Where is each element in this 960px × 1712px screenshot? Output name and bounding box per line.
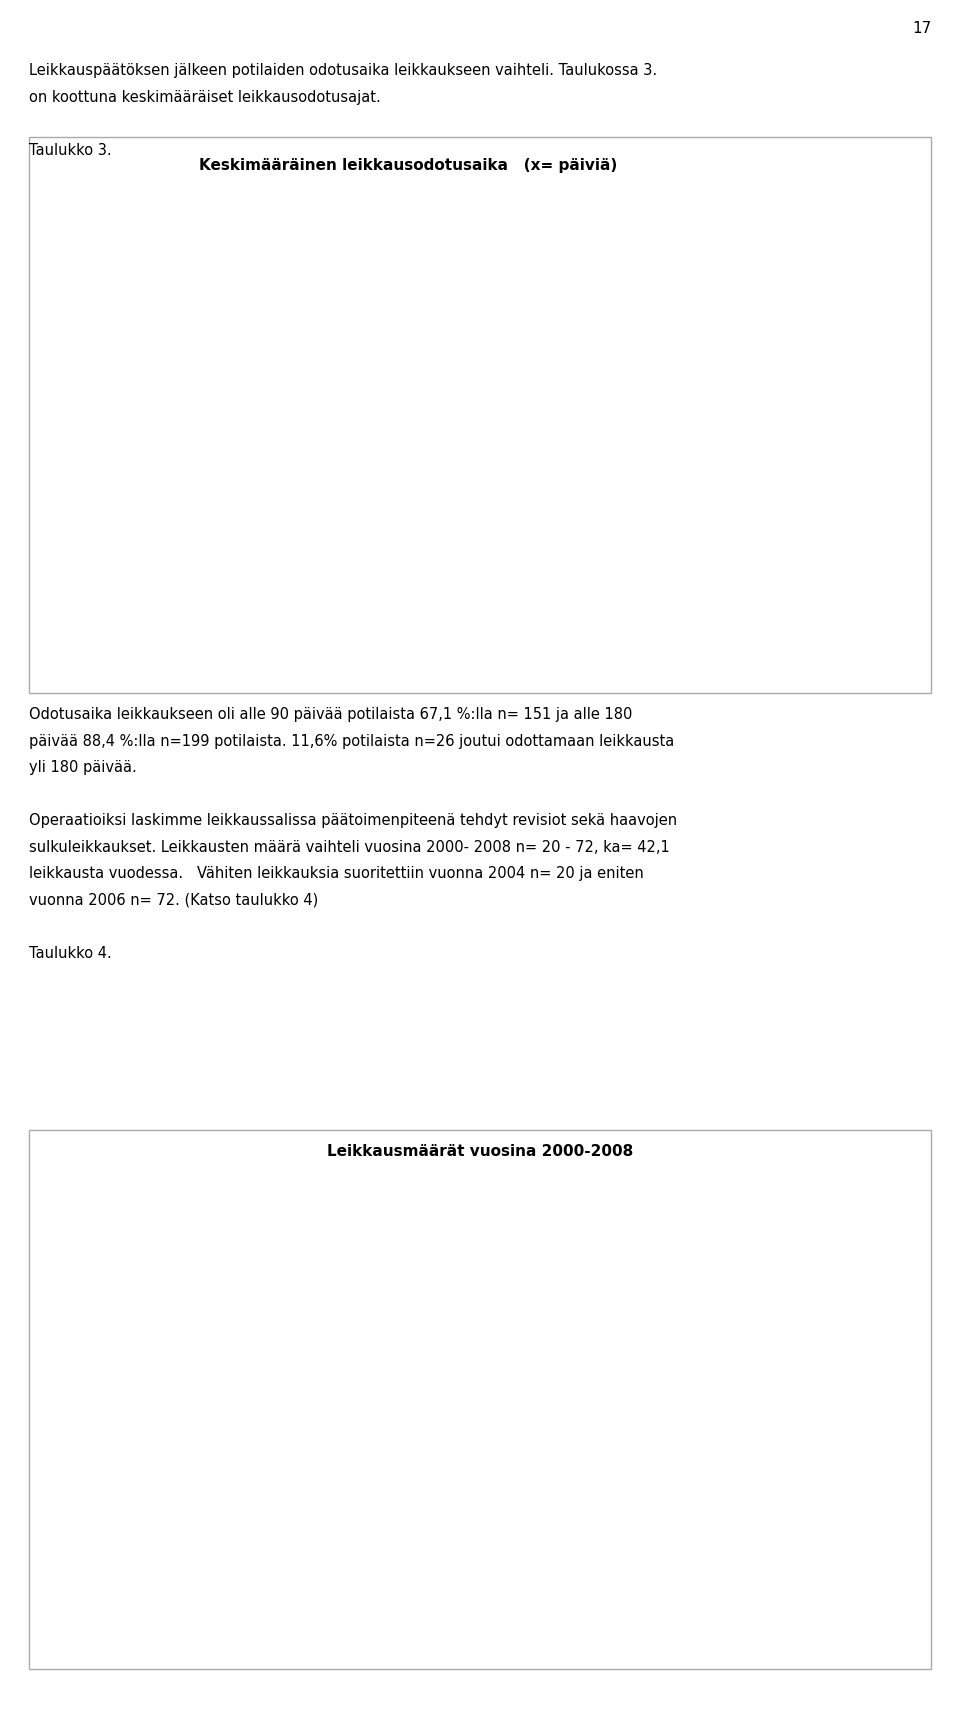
Y-axis label: Potilaiden
lukumäärä: Potilaiden lukumäärä — [108, 389, 136, 459]
Text: Leikkauspäätöksen jälkeen potilaiden odotusaika leikkaukseen vaihteli. Taulukoss: Leikkauspäätöksen jälkeen potilaiden odo… — [29, 63, 657, 79]
Text: yli 180 päivää.: yli 180 päivää. — [29, 760, 136, 776]
Text: 8: 8 — [634, 589, 640, 599]
Legend: v. 2008 tiedot tammi- ja helmikuulta: v. 2008 tiedot tammi- ja helmikuulta — [371, 1625, 647, 1650]
Text: Leikkausmäärät vuosina 2000-2008: Leikkausmäärät vuosina 2000-2008 — [326, 1144, 634, 1159]
Text: Taulukko 4.: Taulukko 4. — [29, 945, 111, 960]
Text: 53: 53 — [258, 269, 273, 279]
Bar — [181, 281, 225, 659]
Text: 35: 35 — [142, 1412, 157, 1426]
Text: vuonna 2006 n= 72. (Katso taulukko 4): vuonna 2006 n= 72. (Katso taulukko 4) — [29, 892, 318, 907]
Text: 45: 45 — [412, 1364, 426, 1376]
Text: 57: 57 — [771, 1305, 785, 1318]
Text: 17: 17 — [912, 21, 931, 36]
Text: Taulukko 3.: Taulukko 3. — [29, 142, 111, 158]
Text: 13: 13 — [568, 553, 582, 563]
Text: 72: 72 — [681, 1231, 696, 1245]
Text: leikkausta vuodessa.   Vähiten leikkauksia suoritettiin vuonna 2004 n= 20 ja eni: leikkausta vuodessa. Vähiten leikkauksia… — [29, 866, 643, 882]
Bar — [571, 1409, 626, 1601]
Bar — [482, 1503, 536, 1601]
Bar — [751, 1322, 804, 1601]
Bar — [661, 1248, 715, 1601]
Bar — [305, 339, 348, 659]
Bar — [368, 459, 411, 659]
Bar — [429, 553, 473, 659]
Bar — [678, 623, 721, 659]
Bar — [492, 623, 535, 659]
Text: sulkuleikkaukset. Leikkausten määrä vaihteli vuosina 2000- 2008 n= 20 - 72, ka= : sulkuleikkaukset. Leikkausten määrä vaih… — [29, 839, 669, 854]
Text: päivää 88,4 %:lla n=199 potilaista. 11,6% potilaista n=26 joutui odottamaan leik: päivää 88,4 %:lla n=199 potilaista. 11,6… — [29, 733, 674, 748]
Bar — [123, 1430, 177, 1601]
Text: 5: 5 — [510, 611, 516, 621]
Bar — [392, 1380, 446, 1601]
Text: 45: 45 — [320, 325, 334, 336]
Bar — [244, 281, 287, 659]
Bar — [302, 1435, 356, 1601]
Text: 15: 15 — [444, 539, 458, 550]
Text: 34: 34 — [322, 1418, 337, 1431]
Bar — [213, 1424, 267, 1601]
Text: 28: 28 — [382, 447, 396, 457]
Text: Keskimääräinen leikkausodotusaika   (x= päiviä): Keskimääräinen leikkausodotusaika (x= pä… — [199, 158, 617, 173]
Text: on koottuna keskimääräiset leikkausodotusajat.: on koottuna keskimääräiset leikkausodotu… — [29, 89, 380, 104]
Text: 53: 53 — [196, 269, 210, 279]
Text: Operaatioiksi laskimme leikkaussalissa päätoimenpiteenä tehdyt revisiot sekä haa: Operaatioiksi laskimme leikkaussalissa p… — [29, 813, 677, 829]
Bar — [841, 1551, 895, 1601]
Text: 39: 39 — [591, 1394, 606, 1407]
Text: 36: 36 — [232, 1409, 247, 1421]
Bar — [615, 603, 659, 659]
Text: 5: 5 — [696, 611, 703, 621]
Text: 20: 20 — [501, 1486, 516, 1500]
Bar — [554, 567, 597, 659]
Text: Odotusaika leikkaukseen oli alle 90 päivää potilaista 67,1 %:lla n= 151 ja alle : Odotusaika leikkaukseen oli alle 90 päiv… — [29, 707, 633, 722]
Text: 10: 10 — [860, 1536, 876, 1549]
Legend: x<30, 30≤x<60, 60≤x<90, 90≤x<120, 120≤x<150, 150≤x<180, 180≤x<270, 270≤x<360, x≥: x<30, 30≤x<60, 60≤x<90, 90≤x<120, 120≤x<… — [767, 193, 876, 370]
